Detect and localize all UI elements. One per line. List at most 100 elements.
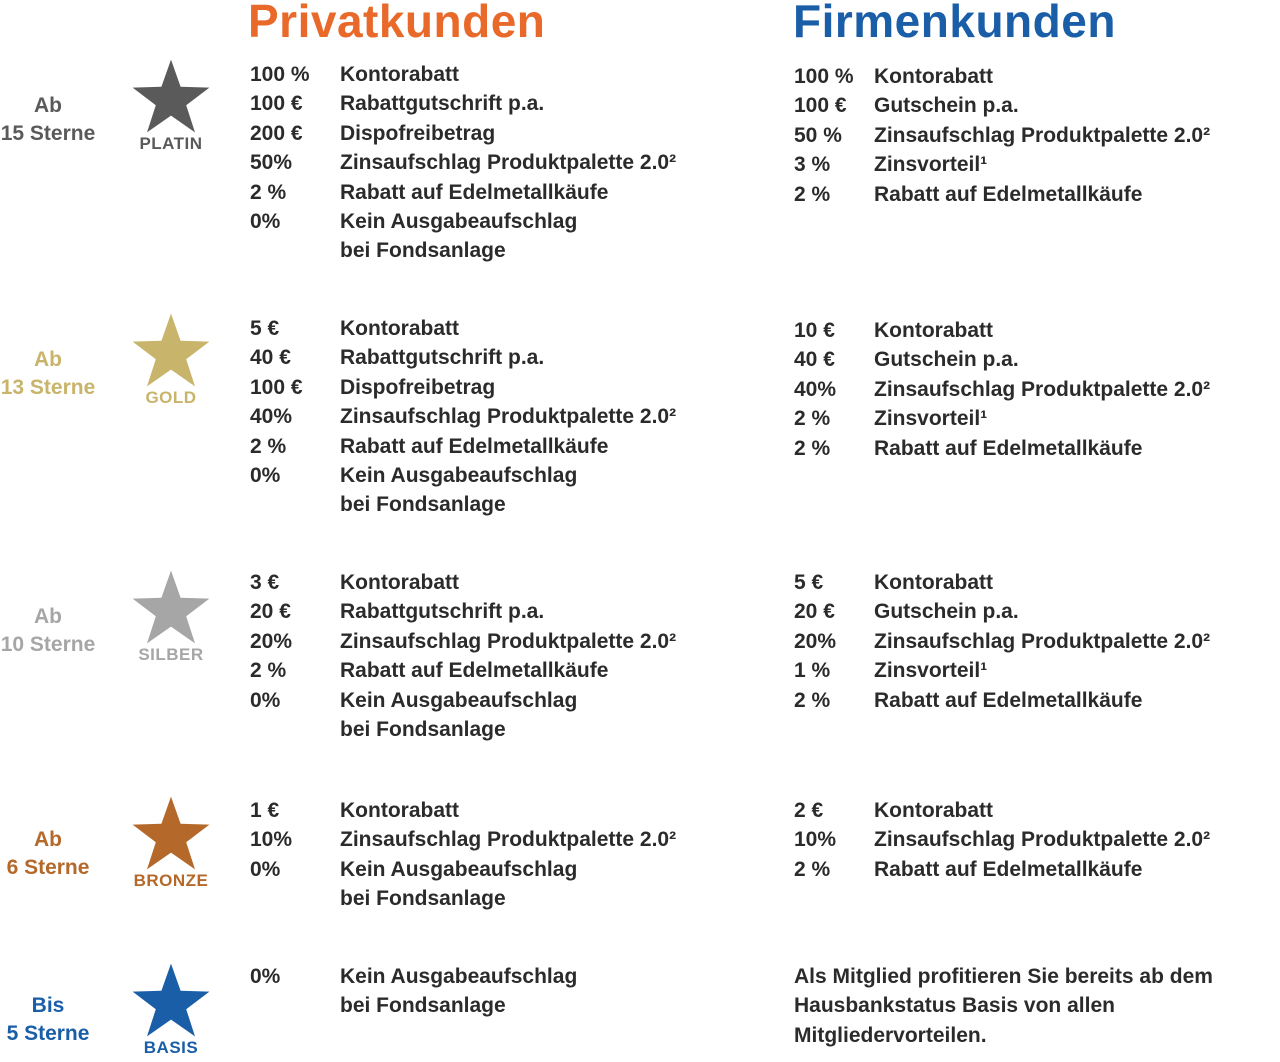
tier-level-label: Bis 5 Sterne (0, 992, 96, 1048)
benefit-value: 3 € (250, 571, 280, 594)
benefit-value: 200 € (250, 121, 303, 145)
benefit-label: Rabatt auf Edelmetallkäufe (874, 857, 1143, 881)
benefit-row: 20% Zinsaufschlag Produktpalette 2.0² (250, 627, 676, 656)
benefit-value: 5 € (250, 317, 280, 340)
benefit-value: 100 % (794, 65, 854, 88)
benefit-label: Rabattgutschrift p.a. (340, 600, 545, 624)
tier-badge: BRONZE (126, 795, 216, 891)
tier-badge: GOLD (126, 312, 216, 408)
benefit-label: Zinsvorteil¹ (874, 659, 988, 683)
benefit-row: 40 € Rabattgutschrift p.a. (250, 343, 676, 372)
star-icon (132, 59, 210, 133)
benefit-value: 20 € (794, 600, 835, 624)
benefit-value: 40 € (250, 346, 291, 370)
benefit-label: Kein Ausgabeaufschlag bei Fondsanlage (340, 464, 578, 517)
tier-level-label: Ab 10 Sterne (0, 603, 96, 659)
benefit-value: 3 % (794, 153, 831, 177)
benefit-label: Rabatt auf Edelmetallkäufe (874, 436, 1143, 460)
benefit-value: 40 € (794, 348, 835, 372)
benefit-value: 40% (250, 405, 293, 429)
tier-name: PLATIN (139, 134, 203, 153)
business-benefits-list: 2 € Kontorabatt 10% Zinsaufschlag Produktpa… (794, 796, 1210, 884)
private-benefits-list: 5 € Kontorabatt 40 € Rabattgutschrift p.a. 1… (250, 314, 676, 520)
benefit-label: Kein Ausgabeaufschlag bei Fondsanlage (340, 688, 578, 742)
tier-name: BRONZE (133, 871, 209, 890)
benefit-row: 10% Zinsaufschlag Produktpalette 2.0² (250, 825, 676, 854)
benefit-row: 20 € Gutschein p.a. (794, 597, 1210, 626)
benefit-row: 2 € Kontorabatt (794, 796, 1210, 825)
benefit-value: 2 % (794, 436, 831, 460)
tier-badge: SILBER (126, 569, 216, 665)
tier-level-prefix: Ab (34, 348, 62, 371)
benefit-value: 0% (250, 464, 281, 488)
benefit-row: 1 € Kontorabatt (250, 796, 676, 825)
benefit-value: 0% (250, 210, 281, 234)
benefit-row: 100 € Dispofreibetrag (250, 373, 676, 402)
benefit-value: 10 € (794, 319, 835, 342)
tier-badge: PLATIN (126, 58, 216, 154)
benefit-row: 0% Kein Ausgabeaufschlag bei Fondsanlage (250, 207, 676, 266)
benefit-value: 50 % (794, 123, 842, 147)
star-icon (132, 796, 210, 870)
benefit-label: Dispofreibetrag (340, 375, 496, 399)
benefit-row: 0% Kein Ausgabeaufschlag bei Fondsanlage (250, 686, 676, 745)
benefit-row: 40% Zinsaufschlag Produktpalette 2.0² (794, 375, 1210, 404)
benefit-row: 10% Zinsaufschlag Produktpalette 2.0² (794, 825, 1210, 854)
benefit-row: 2 % Rabatt auf Edelmetallkäufe (250, 656, 676, 685)
benefit-row: 100 € Rabattgutschrift p.a. (250, 89, 676, 118)
benefit-row: 2 % Zinsvorteil¹ (794, 404, 1210, 433)
business-customers-heading: Firmenkunden (793, 0, 1116, 47)
benefit-row: 1 % Zinsvorteil¹ (794, 656, 1210, 685)
business-benefits-list: 100 % Kontorabatt 100 € Gutschein p.a. 50 % Z… (794, 62, 1210, 209)
benefit-row: 50 % Zinsaufschlag Produktpalette 2.0² (794, 121, 1210, 150)
benefit-label: Rabatt auf Edelmetallkäufe (340, 180, 609, 204)
benefit-value: 1 € (250, 799, 280, 822)
tier-name: BASIS (143, 1038, 199, 1057)
benefit-row: 20 € Rabattgutschrift p.a. (250, 597, 676, 626)
tier-level-stars: 6 Sterne (6, 856, 90, 879)
benefit-value: 20% (250, 629, 293, 653)
benefit-row: 200 € Dispofreibetrag (250, 119, 676, 148)
benefit-value: 2 € (794, 799, 824, 822)
benefit-label: Rabatt auf Edelmetallkäufe (874, 182, 1143, 206)
benefit-row: 100 € Gutschein p.a. (794, 91, 1210, 120)
tier-level-prefix: Bis (31, 994, 65, 1017)
benefit-label: Kontorabatt (874, 319, 993, 342)
star-icon (132, 570, 210, 644)
benefit-row: 2 % Rabatt auf Edelmetallkäufe (250, 432, 676, 461)
benefit-row: 100 % Kontorabatt (250, 60, 676, 89)
star-icon (132, 963, 210, 1037)
tier-level-label: Ab 15 Sterne (0, 92, 96, 148)
tier-level-stars: 15 Sterne (0, 122, 96, 145)
benefit-label: Zinsaufschlag Produktpalette 2.0² (340, 629, 677, 653)
business-basis-note: Als Mitglied profitieren Sie bereits ab … (794, 965, 1213, 1047)
benefit-value: 2 % (250, 434, 287, 458)
benefit-value: 100 € (250, 92, 303, 116)
benefit-row: 0% Kein Ausgabeaufschlag bei Fondsanlage (250, 962, 577, 1021)
benefit-label: Kontorabatt (340, 317, 459, 340)
benefit-row: 50% Zinsaufschlag Produktpalette 2.0² (250, 148, 676, 177)
benefit-row: 2 % Rabatt auf Edelmetallkäufe (794, 686, 1210, 715)
benefit-label: Rabatt auf Edelmetallkäufe (340, 434, 609, 458)
tier-badge: BASIS (126, 962, 216, 1058)
benefit-row: 2 % Rabatt auf Edelmetallkäufe (794, 855, 1210, 884)
star-icon (132, 313, 210, 387)
private-benefits-list: 100 % Kontorabatt 100 € Rabattgutschrift p.… (250, 60, 676, 266)
private-benefits-list: 1 € Kontorabatt 10% Zinsaufschlag Produktpa… (250, 796, 676, 914)
tier-level-label: Ab 6 Sterne (0, 826, 96, 882)
benefit-label: Zinsaufschlag Produktpalette 2.0² (874, 123, 1211, 147)
benefit-label: Zinsvorteil¹ (874, 153, 988, 177)
tier-name: GOLD (145, 388, 197, 407)
benefit-value: 0% (250, 688, 281, 712)
benefit-label: Rabattgutschrift p.a. (340, 92, 545, 116)
benefit-value: 1 % (794, 659, 831, 683)
benefit-label: Kein Ausgabeaufschlag bei Fondsanlage (340, 210, 578, 263)
business-benefits-list: 5 € Kontorabatt 20 € Gutschein p.a. 20% Zinsa… (794, 568, 1210, 715)
benefit-value: 2 % (794, 688, 831, 712)
benefit-value: 20% (794, 629, 837, 653)
benefit-value: 2 % (250, 180, 287, 204)
benefit-label: Kontorabatt (874, 65, 993, 88)
tier-level-stars: 13 Sterne (0, 376, 96, 399)
benefit-value: 50% (250, 151, 293, 175)
benefit-label: Kontorabatt (340, 63, 459, 86)
